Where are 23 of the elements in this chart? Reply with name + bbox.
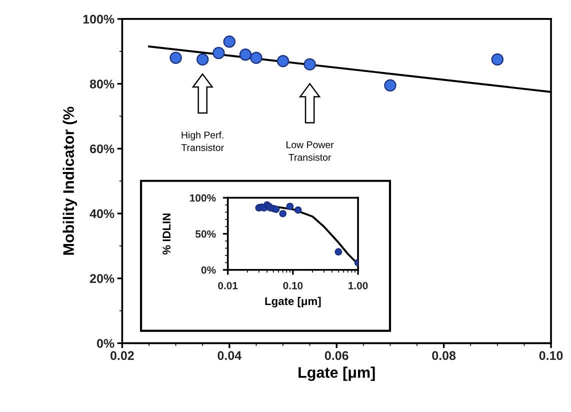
- y-tick-label: 0%: [96, 338, 114, 348]
- y-tick-label: 50%: [195, 230, 216, 238]
- x-tick-label: 0.01: [218, 282, 238, 290]
- y-tick-label: 40%: [90, 209, 114, 218]
- x-tick-label: 0.04: [218, 351, 242, 360]
- x-tick-label: 1.00: [348, 282, 368, 290]
- y-axis-title: % IDLIN: [162, 214, 170, 255]
- y-tick-label: 0%: [201, 266, 216, 274]
- x-tick-label: 0.10: [283, 282, 303, 290]
- y-tick-label: 60%: [90, 144, 114, 154]
- annotation: High Perf. Transistor: [181, 131, 224, 152]
- x-tick-label: 0.02: [110, 351, 134, 360]
- x-axis-title: Lgate [μm]: [265, 296, 321, 308]
- x-tick-label: 0.10: [539, 351, 563, 360]
- y-tick-label: 20%: [90, 274, 114, 283]
- x-tick-label: 0.08: [432, 351, 456, 360]
- y-axis-title: Mobility Indicator (%: [62, 106, 78, 255]
- y-tick-label: 80%: [90, 80, 114, 88]
- x-tick-label: 0.06: [324, 351, 348, 360]
- x-axis-title: Lgate [μm]: [298, 366, 375, 381]
- y-tick-label: 100%: [190, 194, 216, 202]
- y-tick-label: 100%: [83, 14, 114, 24]
- annotation: Low Power Transistor: [286, 141, 334, 161]
